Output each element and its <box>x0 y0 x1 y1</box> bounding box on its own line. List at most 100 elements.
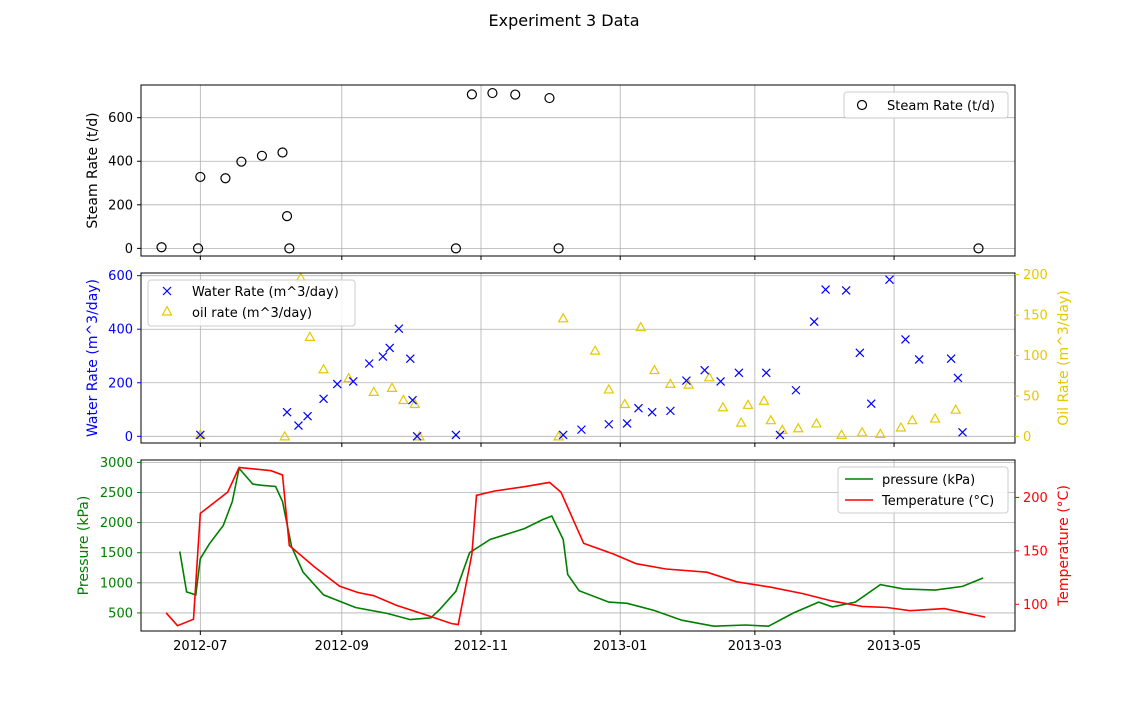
water-point <box>332 379 342 389</box>
oil-point <box>194 429 206 439</box>
water-y-axis-label: Water Rate (m^3/day) <box>85 279 101 437</box>
oil-point <box>603 383 615 394</box>
water-point <box>385 343 395 353</box>
water-point <box>604 419 614 429</box>
water-y-ticks: 0 200 400 600 <box>108 269 141 445</box>
steam-legend-box <box>843 91 1009 119</box>
y-tick-label: 0 <box>125 242 133 257</box>
pressure-temperature-panel: 500 1000 1500 2000 2500 3000 100 150 200 2012-0… <box>76 456 1072 654</box>
steam-point <box>544 92 555 104</box>
x-tick-label: 2012-07 <box>173 639 227 654</box>
oil-point <box>929 412 941 423</box>
date-x-ticks: 2012-07 2012-09 2012-11 2013-01 2013-03 2013-… <box>173 631 921 654</box>
y-tick-label: 0 <box>125 430 133 445</box>
water-point <box>647 407 657 417</box>
water-point <box>716 377 726 386</box>
oil-point <box>742 399 754 409</box>
water-point <box>953 373 963 383</box>
oil-point <box>343 372 355 383</box>
water-point <box>576 425 586 435</box>
water-point <box>700 365 710 375</box>
water-point <box>901 334 910 344</box>
water-oil-panel: 0 200 400 600 0 50 100 150 200 Water Rate (m^3/… <box>85 268 1072 447</box>
water-point <box>303 411 313 421</box>
x-tick-label: 2013-05 <box>867 639 921 654</box>
steam-point <box>466 89 477 100</box>
pressure-temperature-axes-frame <box>140 459 1016 632</box>
oil-y-ticks: 0 50 100 150 200 <box>1015 268 1048 445</box>
steam-legend-label: Steam Rate (t/d) <box>887 99 995 114</box>
steam-point <box>277 147 288 158</box>
oil-point <box>856 426 868 437</box>
water-point <box>734 368 744 378</box>
oil-point <box>703 371 715 382</box>
oil-legend-label: oil rate (m^3/day) <box>192 306 312 321</box>
temperature-y-ticks: 100 150 200 <box>1015 491 1048 613</box>
steam-legend-marker <box>856 99 868 111</box>
steam-point <box>195 171 206 183</box>
steam-point <box>510 89 521 100</box>
steam-axes-frame <box>140 84 1016 257</box>
water-point <box>195 430 205 440</box>
y-tick-label: 600 <box>108 111 133 126</box>
oil-point <box>950 403 962 414</box>
water-oil-legend: Water Rate (m^3/day) oil rate (m^3/day) <box>147 279 356 327</box>
water-point <box>634 403 643 413</box>
y-tick-label: 600 <box>108 269 133 284</box>
x-tick-label: 2012-09 <box>315 639 369 654</box>
y-tick-label: 200 <box>108 198 133 213</box>
pressure-legend-label: pressure (kPa) <box>882 473 975 488</box>
y-tick-label: 400 <box>108 155 133 170</box>
water-point <box>282 407 292 417</box>
water-oil-legend-box <box>147 279 356 327</box>
water-point <box>866 399 876 409</box>
y2-tick-label: 150 <box>1023 544 1048 559</box>
y2-tick-label: 200 <box>1023 491 1048 506</box>
oil-point <box>836 429 848 439</box>
pressure-line <box>179 466 984 628</box>
oil-point <box>409 398 421 409</box>
oil-point <box>758 395 770 405</box>
y2-tick-label: 150 <box>1023 309 1048 324</box>
steam-y-ticks: 0 200 400 600 <box>108 111 141 257</box>
water-point <box>855 348 865 358</box>
y-tick-label: 400 <box>108 323 133 338</box>
water-point <box>885 275 894 285</box>
y2-tick-label: 50 <box>1023 389 1040 404</box>
x-tick-label: 2013-03 <box>728 639 782 654</box>
water-point <box>558 430 568 440</box>
pressure-temperature-legend-box <box>837 466 1009 514</box>
y-tick-label: 3000 <box>100 456 133 471</box>
water-point <box>394 324 404 334</box>
oil-point <box>683 378 695 389</box>
y-tick-label: 1000 <box>100 576 133 591</box>
y-tick-label: 2500 <box>100 486 133 501</box>
water-point <box>841 285 851 295</box>
oil-point <box>589 344 601 355</box>
water-point <box>319 394 328 404</box>
x-tick-label: 2012-11 <box>454 639 508 654</box>
water-oil-grid <box>141 273 1015 443</box>
oil-point <box>906 414 918 425</box>
water-point <box>294 421 303 431</box>
water-point <box>364 359 374 368</box>
oil-point <box>279 430 291 441</box>
water-point <box>946 354 956 364</box>
figure-title: Experiment 3 Data <box>489 11 640 30</box>
water-point <box>412 431 422 441</box>
water-point <box>791 385 801 395</box>
steam-point <box>236 156 247 167</box>
steam-point <box>281 211 293 222</box>
steam-point <box>192 243 204 254</box>
steam-rate-panel: 0 200 400 600 Steam Rate (t/d) Steam Rate (… <box>85 84 1016 260</box>
y-tick-label: 1500 <box>100 546 133 561</box>
oil-legend-marker <box>161 305 173 316</box>
oil-point <box>895 421 907 432</box>
oil-point <box>318 363 330 374</box>
water-point <box>348 377 358 386</box>
water-point <box>665 406 675 416</box>
water-point <box>451 430 461 440</box>
pressure-temperature-legend: pressure (kPa) Temperature (°C) <box>837 466 1009 514</box>
water-legend-label: Water Rate (m^3/day) <box>192 285 339 300</box>
